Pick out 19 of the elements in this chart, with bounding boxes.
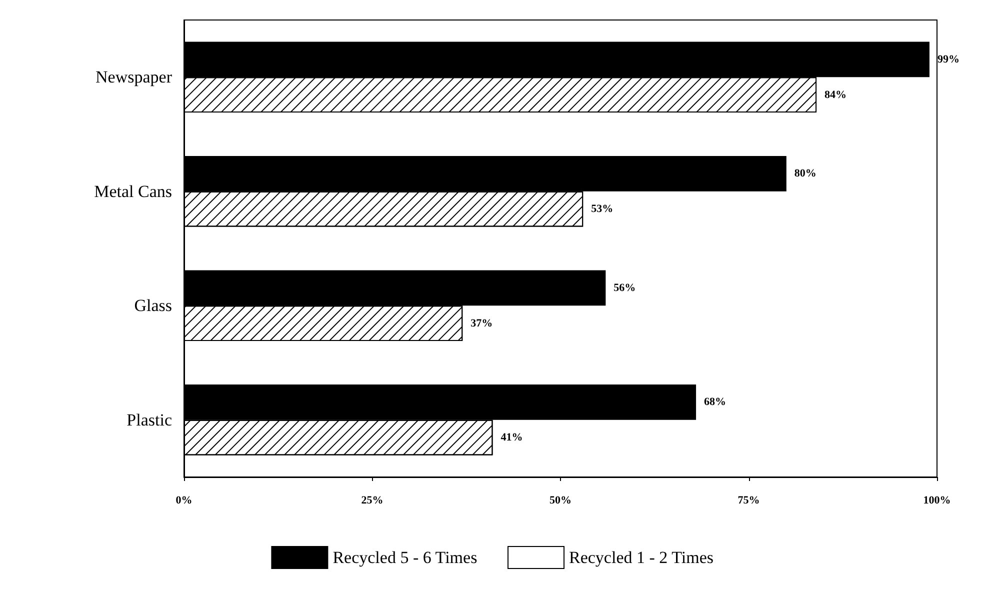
y-tick-label: Metal Cans	[94, 182, 172, 201]
y-tick-label: Glass	[134, 296, 172, 316]
legend-label: Recycled 5 - 6 Times	[332, 548, 478, 567]
x-tick-label: 75%	[738, 494, 760, 506]
data-label: 68%	[704, 396, 726, 408]
data-label: 37%	[470, 317, 493, 330]
data-label: 41%	[500, 432, 523, 444]
x-tick-label: 0%	[176, 494, 192, 506]
y-tick-label: Newspaper	[96, 68, 172, 87]
x-tick-label: 100%	[923, 494, 951, 506]
data-label: 84%	[824, 88, 847, 101]
x-tick-label: 25%	[361, 494, 384, 506]
data-label: 53%	[591, 203, 614, 216]
y-tick-label: Plastic	[126, 410, 172, 430]
legend-label: Recycled 1 - 2 Times	[569, 548, 714, 567]
data-label: 99%	[937, 53, 960, 66]
x-tick-label: 50%	[550, 494, 572, 506]
data-label: 56%	[614, 282, 636, 294]
data-label: 80%	[794, 168, 816, 180]
